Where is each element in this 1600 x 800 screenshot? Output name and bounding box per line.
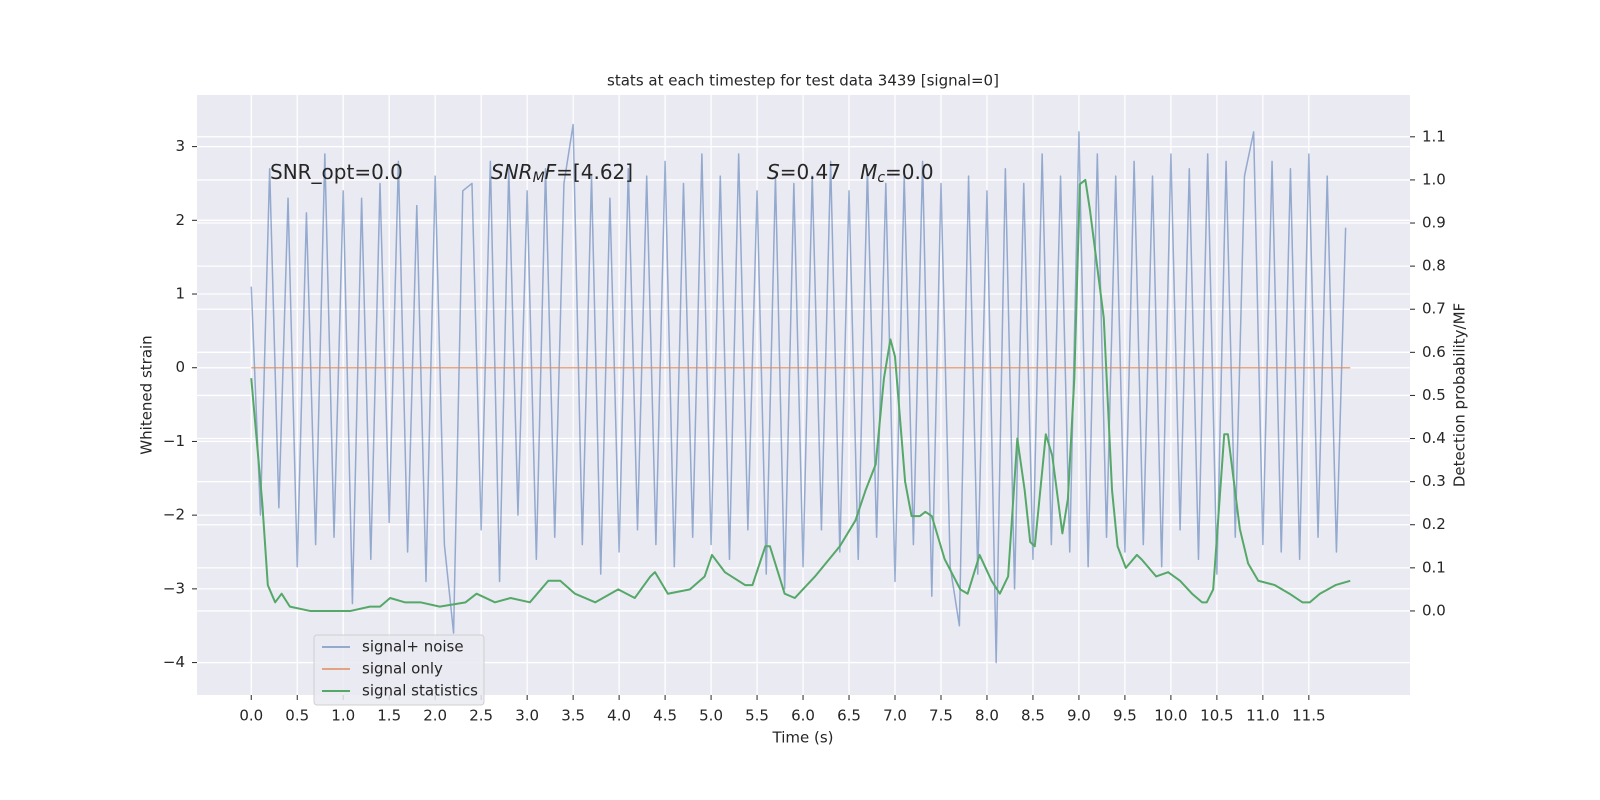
x-tick-label: 6.0 [791, 707, 815, 725]
x-tick-label: 5.5 [745, 707, 769, 725]
y-tick-label: −3 [163, 579, 185, 597]
x-tick-label: 2.5 [469, 707, 493, 725]
annotation: SNR_opt=0.0 [270, 160, 403, 184]
y2-tick-label: 0.7 [1422, 300, 1446, 318]
y-axis-label: Whitened strain [138, 335, 156, 454]
annotation-part: SNR_opt=0.0 [270, 160, 403, 184]
annotation: S=0.47 Mc=0.0 [767, 160, 934, 187]
x-tick-label: 2.0 [423, 707, 447, 725]
series-line [250, 178, 1351, 612]
annotation-part: M [533, 170, 545, 186]
x-axis-label: Time (s) [772, 729, 834, 747]
y-tick-label: 2 [175, 211, 185, 229]
x-tick-label: 1.0 [331, 707, 355, 725]
x-tick-label: 8.5 [1021, 707, 1045, 725]
annotation-part: =[4.62] [556, 160, 633, 184]
y-tick-label: 0 [175, 358, 185, 376]
x-tick-label: 10.5 [1200, 707, 1233, 725]
annotation-part: SNR [491, 160, 533, 184]
annotation-part: F [545, 160, 557, 184]
y2-tick-label: 0.8 [1422, 257, 1446, 275]
legend-label: signal statistics [362, 682, 478, 700]
legend-label: signal only [362, 660, 443, 678]
annotation: SNRMF=[4.62] [491, 160, 633, 187]
x-tick-label: 8.0 [975, 707, 999, 725]
y2-tick-label: 0.1 [1422, 558, 1446, 576]
y2-tick-label: 1.0 [1422, 170, 1446, 188]
y2-tick-label: 0.6 [1422, 343, 1446, 361]
y-tick-label: −1 [163, 432, 185, 450]
y-tick-label: −2 [163, 506, 185, 524]
series-line [250, 123, 1347, 664]
x-tick-label: 11.5 [1292, 707, 1325, 725]
y2-tick-label: 0.2 [1422, 515, 1446, 533]
y2-axis-label: Detection probability/MF [1451, 303, 1469, 487]
x-tick-label: 6.5 [837, 707, 861, 725]
legend-label: signal+ noise [362, 638, 464, 656]
y2-tick-label: 0.5 [1422, 386, 1446, 404]
annotation-part: c [877, 170, 885, 186]
annotation-part: S [767, 160, 780, 184]
annotation-part: =0.47 [780, 160, 860, 184]
annotation-part: =0.0 [885, 160, 934, 184]
x-tick-label: 3.5 [561, 707, 585, 725]
legend-box [313, 634, 485, 706]
x-tick-label: 4.5 [653, 707, 677, 725]
y-tick-label: 3 [175, 137, 185, 155]
y2-tick-label: 0.0 [1422, 601, 1446, 619]
y-tick-label: 1 [175, 285, 185, 303]
y2-tick-label: 0.3 [1422, 472, 1446, 490]
x-tick-label: 10.0 [1154, 707, 1187, 725]
x-tick-label: 5.0 [699, 707, 723, 725]
annotation-part: M [860, 160, 877, 184]
y2-tick-label: 1.1 [1422, 127, 1446, 145]
x-tick-label: 1.5 [377, 707, 401, 725]
x-tick-label: 7.5 [929, 707, 953, 725]
x-tick-label: 3.0 [515, 707, 539, 725]
y2-tick-label: 0.9 [1422, 214, 1446, 232]
x-tick-label: 11.0 [1246, 707, 1279, 725]
x-tick-label: 4.0 [607, 707, 631, 725]
chart-title: stats at each timestep for test data 343… [607, 72, 999, 90]
y-tick-label: −4 [163, 653, 185, 671]
x-tick-label: 7.0 [883, 707, 907, 725]
x-tick-label: 9.0 [1067, 707, 1091, 725]
x-tick-label: 0.5 [285, 707, 309, 725]
x-tick-label: 0.0 [239, 707, 263, 725]
x-tick-label: 9.5 [1113, 707, 1137, 725]
y2-tick-label: 0.4 [1422, 429, 1446, 447]
